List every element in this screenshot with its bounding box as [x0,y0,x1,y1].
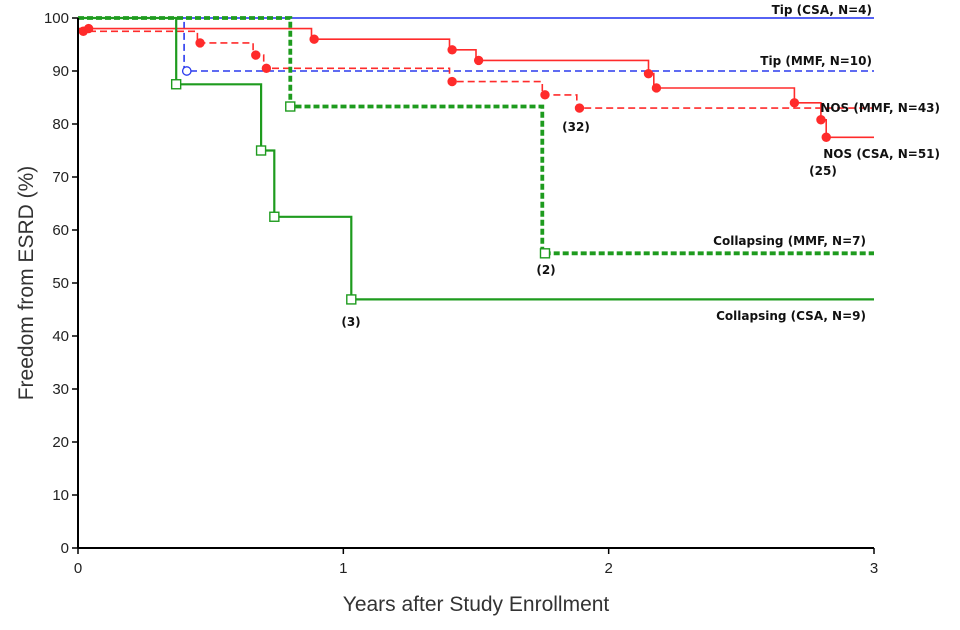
x-tick-label-1: 1 [339,560,347,577]
event-marker-collapsing-mmf-n-7-0 [285,101,296,112]
series-label-collapsing-csa: Collapsing (CSA, N=9) [716,309,866,323]
x-tick-label-0: 0 [74,560,82,577]
event-marker-nos-mmf-n-43-2 [251,50,261,60]
event-marker-nos-csa-n-51-3 [473,55,484,66]
event-marker-nos-csa-n-51-6 [789,98,800,108]
series-label-nos-csa: NOS (CSA, N=51) [823,147,940,161]
series-label-collapsing-mmf: Collapsing (MMF, N=7) [713,234,866,248]
event-marker-nos-csa-n-51-2 [447,45,457,55]
series-line-collapsing-mmf-n-7 [78,16,874,256]
series-line-collapsing-csa-n-9 [78,16,874,301]
series-label-tip-csa: Tip (CSA, N=4) [772,3,872,17]
x-tick-label-3: 3 [870,560,878,577]
y-tick-label-10: 10 [52,487,69,504]
event-marker-nos-csa-n-51-7 [816,115,826,125]
annotation-32: (32) [562,120,590,134]
plot-markers [78,23,831,305]
event-marker-nos-csa-n-51-8 [821,132,831,142]
y-tick-label-0: 0 [61,540,69,557]
event-marker-tip-mmf-n-10-0 [181,66,192,76]
y-tick-label-80: 80 [52,116,69,133]
annotation-2: (2) [536,263,555,277]
event-marker-nos-mmf-n-43-1 [195,38,205,48]
event-marker-collapsing-csa-n-9-1 [255,145,267,156]
event-marker-nos-csa-n-51-1 [309,34,319,44]
y-tick-label-60: 60 [52,222,69,239]
event-marker-nos-mmf-n-43-5 [540,90,550,100]
y-tick-label-70: 70 [52,169,69,186]
series-label-tip-mmf: Tip (MMF, N=10) [760,54,872,68]
event-marker-nos-mmf-n-43-4 [447,76,457,87]
y-tick-label-40: 40 [52,328,69,345]
event-marker-nos-csa-n-51-0 [83,23,94,34]
x-tick-label-2: 2 [604,560,612,577]
event-marker-nos-mmf-n-43-3 [261,63,272,74]
event-marker-nos-csa-n-51-5 [651,83,662,93]
y-tick-label-90: 90 [52,63,69,80]
event-marker-collapsing-csa-n-9-2 [269,211,280,222]
series-label-nos-mmf: NOS (MMF, N=43) [820,101,940,115]
annotation-25: (25) [809,164,837,178]
event-marker-collapsing-csa-n-9-3 [346,294,357,305]
y-axis-title: Freedom from ESRD (%) [15,166,38,401]
annotation-3: (3) [341,315,360,329]
series-line-nos-mmf-n-43 [78,30,874,109]
y-tick-label-50: 50 [52,275,69,292]
event-marker-nos-mmf-n-43-6 [574,103,585,113]
event-marker-collapsing-csa-n-9-0 [170,79,182,90]
y-tick-label-20: 20 [52,434,69,451]
y-tick-label-30: 30 [52,381,69,398]
event-marker-collapsing-mmf-n-7-1 [539,248,551,259]
series-line-tip-mmf-n-10 [78,17,874,72]
axis-ticks: 0 10 20 30 40 50 60 70 80 90 100 0 1 2 3 [44,10,878,577]
y-tick-label-100: 100 [44,10,69,27]
event-marker-nos-csa-n-51-4 [643,68,654,79]
x-axis-title: Years after Study Enrollment [343,593,610,616]
